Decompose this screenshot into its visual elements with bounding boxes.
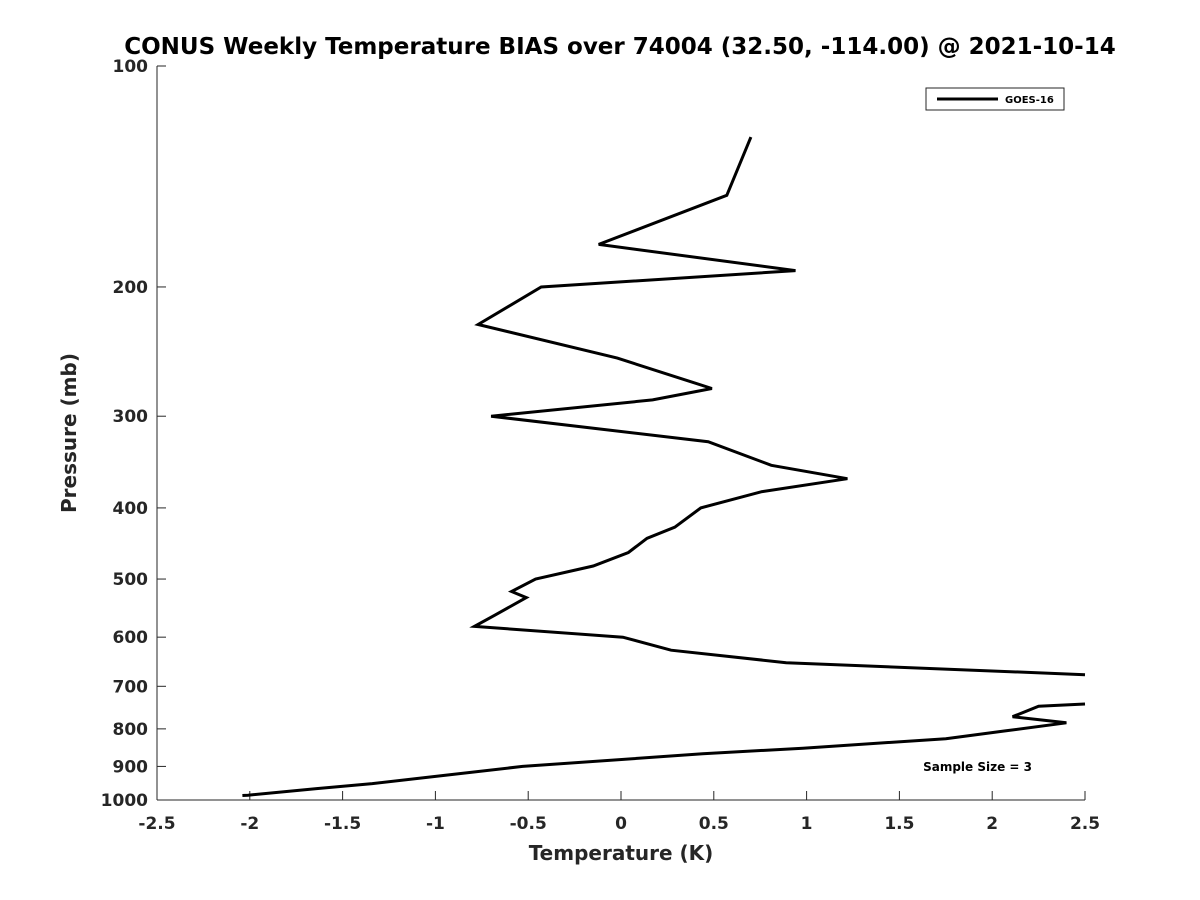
- x-tick-label: 0.5: [699, 814, 729, 834]
- y-axis-ticks: 100 200 300 400 500 600 700 800 900 1000: [101, 57, 166, 811]
- x-tick-label: -2.5: [138, 814, 175, 834]
- x-tick-label: -1: [426, 814, 445, 834]
- x-tick-label: -2: [240, 814, 259, 834]
- x-tick-label: 1: [801, 814, 813, 834]
- y-tick-label: 900: [113, 757, 149, 777]
- y-axis-label: Pressure (mb): [57, 353, 81, 513]
- series-line-2: [242, 702, 1086, 797]
- x-tick-label: 0: [615, 814, 627, 834]
- legend-entry-goes-16: GOES-16: [1005, 95, 1054, 106]
- series-line-1: [469, 136, 1086, 677]
- y-tick-label: 300: [113, 407, 149, 427]
- y-tick-label: 600: [113, 628, 149, 648]
- x-tick-label: 2.5: [1070, 814, 1100, 834]
- y-tick-label: 200: [113, 278, 149, 298]
- x-axis-ticks: -2.5 -2 -1.5 -1 -0.5 0 0.5 1 1.5 2 2.5: [138, 791, 1100, 834]
- chart-title: CONUS Weekly Temperature BIAS over 74004…: [124, 34, 1115, 60]
- x-tick-label: -1.5: [324, 814, 361, 834]
- plot-area: -2.5 -2 -1.5 -1 -0.5 0 0.5 1 1.5 2 2.5 100 200 300 40…: [101, 57, 1100, 834]
- x-axis-label: Temperature (K): [529, 841, 714, 865]
- sample-size-annotation: Sample Size = 3: [923, 760, 1032, 774]
- y-tick-label: 1000: [101, 791, 148, 811]
- y-tick-label: 400: [113, 499, 149, 519]
- x-tick-label: 1.5: [884, 814, 914, 834]
- y-tick-label: 700: [113, 677, 149, 697]
- y-tick-label: 100: [113, 57, 149, 77]
- y-tick-label: 500: [113, 570, 149, 590]
- x-tick-label: -0.5: [510, 814, 547, 834]
- y-tick-label: 800: [113, 720, 149, 740]
- legend: GOES-16: [925, 87, 1065, 111]
- x-tick-label: 2: [986, 814, 998, 834]
- series-layer: [242, 136, 1086, 797]
